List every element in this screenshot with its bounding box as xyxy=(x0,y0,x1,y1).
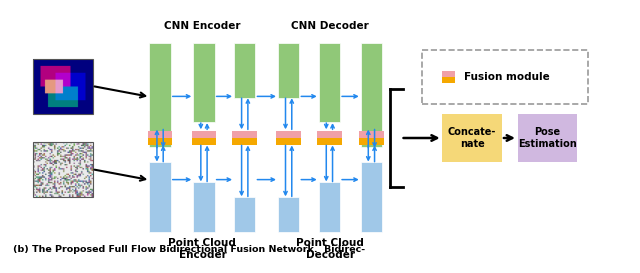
FancyBboxPatch shape xyxy=(192,130,216,138)
FancyBboxPatch shape xyxy=(361,43,382,147)
FancyBboxPatch shape xyxy=(149,162,171,232)
Text: CNN Decoder: CNN Decoder xyxy=(291,20,369,31)
FancyBboxPatch shape xyxy=(149,43,171,147)
FancyBboxPatch shape xyxy=(232,138,257,145)
FancyBboxPatch shape xyxy=(422,51,588,104)
FancyBboxPatch shape xyxy=(361,162,382,232)
FancyBboxPatch shape xyxy=(319,43,340,123)
FancyBboxPatch shape xyxy=(276,130,301,138)
FancyBboxPatch shape xyxy=(148,130,172,138)
FancyBboxPatch shape xyxy=(442,114,502,162)
Text: Point Cloud
Decoder: Point Cloud Decoder xyxy=(296,238,364,260)
FancyBboxPatch shape xyxy=(359,130,384,138)
Text: Pose
Estimation: Pose Estimation xyxy=(518,127,577,149)
FancyBboxPatch shape xyxy=(317,130,342,138)
FancyBboxPatch shape xyxy=(359,138,384,145)
FancyBboxPatch shape xyxy=(234,43,255,98)
FancyBboxPatch shape xyxy=(442,77,456,83)
FancyBboxPatch shape xyxy=(232,130,257,138)
FancyBboxPatch shape xyxy=(278,197,300,232)
FancyBboxPatch shape xyxy=(278,43,300,98)
FancyBboxPatch shape xyxy=(276,138,301,145)
FancyBboxPatch shape xyxy=(193,182,214,232)
FancyBboxPatch shape xyxy=(319,182,340,232)
FancyBboxPatch shape xyxy=(518,114,577,162)
Text: Concate-
nate: Concate- nate xyxy=(448,127,496,149)
Text: Fusion module: Fusion module xyxy=(464,72,550,82)
Text: (b) The Proposed Full Flow Bidirectional Fusion Network.  Bidirec-: (b) The Proposed Full Flow Bidirectional… xyxy=(13,245,365,254)
FancyBboxPatch shape xyxy=(234,197,255,232)
FancyBboxPatch shape xyxy=(148,138,172,145)
FancyBboxPatch shape xyxy=(317,138,342,145)
FancyBboxPatch shape xyxy=(442,71,456,77)
Text: Point Cloud
Encoder: Point Cloud Encoder xyxy=(168,238,236,260)
FancyBboxPatch shape xyxy=(193,43,214,123)
FancyBboxPatch shape xyxy=(192,138,216,145)
Text: CNN Encoder: CNN Encoder xyxy=(164,20,241,31)
